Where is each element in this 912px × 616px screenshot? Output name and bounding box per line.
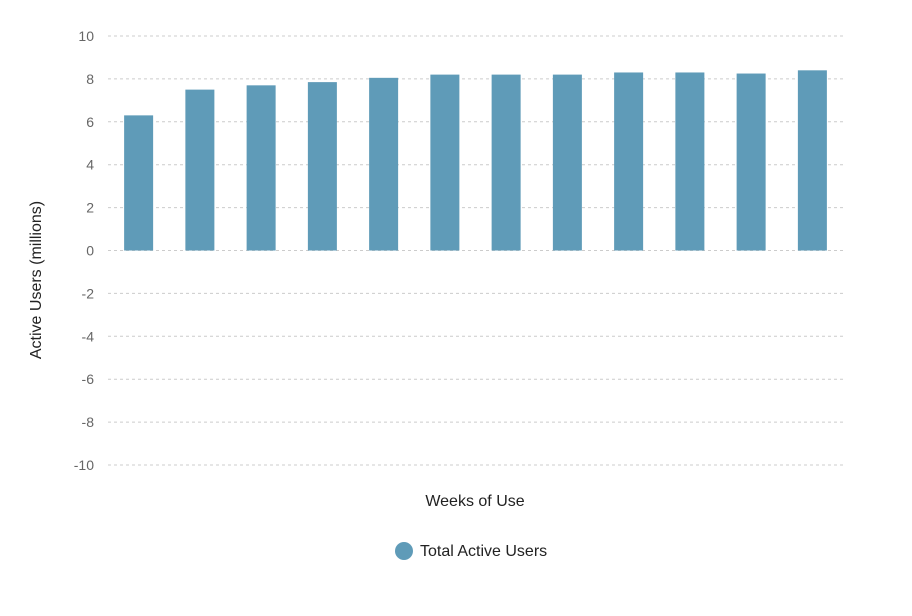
bars xyxy=(124,70,827,251)
legend-swatch-icon xyxy=(395,542,413,560)
legend[interactable]: Total Active Users xyxy=(395,542,547,560)
y-tick-label: 2 xyxy=(86,200,94,216)
y-tick-label: -6 xyxy=(82,371,95,387)
y-axis-ticks: 10 8 6 4 2 0 -2 -4 -6 -8 -10 xyxy=(74,28,94,473)
bar-week-4[interactable] xyxy=(307,82,337,251)
y-tick-label: -10 xyxy=(74,457,94,473)
bar-week-7[interactable] xyxy=(491,74,521,251)
legend-label: Total Active Users xyxy=(420,543,547,560)
y-tick-label: -4 xyxy=(82,328,95,344)
bar-week-6[interactable] xyxy=(430,74,460,251)
bar-week-12[interactable] xyxy=(797,70,827,251)
bar-week-11[interactable] xyxy=(736,73,766,251)
x-axis-title: Weeks of Use xyxy=(425,493,524,510)
y-axis-title: Active Users (millions) xyxy=(28,201,45,359)
bar-week-1[interactable] xyxy=(124,115,154,251)
bar-week-5[interactable] xyxy=(369,77,399,251)
bar-week-2[interactable] xyxy=(185,89,215,251)
gridlines xyxy=(108,35,843,466)
bar-week-10[interactable] xyxy=(675,72,705,251)
bar-week-8[interactable] xyxy=(552,74,582,251)
y-tick-label: 6 xyxy=(86,114,94,130)
y-tick-label: 0 xyxy=(86,243,94,259)
y-tick-label: 10 xyxy=(78,28,94,44)
y-tick-label: 8 xyxy=(86,71,94,87)
y-tick-label: -2 xyxy=(82,285,95,301)
bar-week-9[interactable] xyxy=(614,72,644,251)
y-tick-label: -8 xyxy=(82,414,95,430)
bar-week-3[interactable] xyxy=(246,85,276,251)
y-tick-label: 4 xyxy=(86,157,94,173)
